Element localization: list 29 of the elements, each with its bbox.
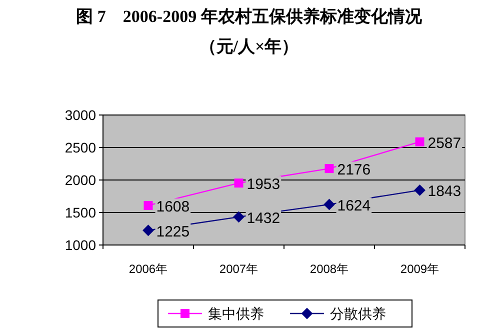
y-tick-label: 1500	[64, 204, 96, 220]
data-label: 1608	[156, 198, 190, 216]
x-tick-label: 2009年	[400, 262, 440, 276]
point	[142, 224, 154, 236]
point	[324, 198, 335, 210]
chart-title: 图 7 2006-2009 年农村五保供养标准变化情况	[76, 7, 423, 26]
data-label: 2587	[428, 134, 462, 152]
point	[415, 137, 424, 146]
legend-label: 分散供养	[330, 306, 386, 322]
point	[414, 184, 426, 196]
x-tick-label: 2007年	[219, 262, 258, 276]
x-tick-label: 2008年	[310, 262, 349, 276]
y-tick-label: 3000	[64, 107, 96, 123]
x-tick-label: 2006年	[128, 262, 168, 276]
data-label: 1624	[337, 197, 371, 214]
y-tick-label: 2000	[64, 172, 96, 188]
point	[324, 164, 334, 174]
legend-label: 集中供养	[208, 306, 264, 322]
point	[234, 178, 244, 188]
data-label: 1953	[246, 176, 280, 194]
chart-subtitle: （元/人×年）	[199, 37, 299, 56]
data-label: 1432	[246, 210, 280, 227]
data-label: 1225	[156, 223, 190, 240]
y-tick-label: 2500	[64, 140, 96, 156]
y-tick-label: 1000	[64, 237, 96, 253]
data-label: 1843	[428, 183, 462, 200]
point	[144, 200, 153, 210]
point	[233, 211, 244, 222]
data-label: 2176	[337, 162, 371, 179]
